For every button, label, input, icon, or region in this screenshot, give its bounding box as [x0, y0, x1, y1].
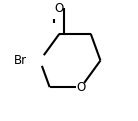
Text: O: O	[76, 81, 86, 94]
Text: Br: Br	[14, 54, 27, 67]
Text: O: O	[55, 2, 64, 15]
